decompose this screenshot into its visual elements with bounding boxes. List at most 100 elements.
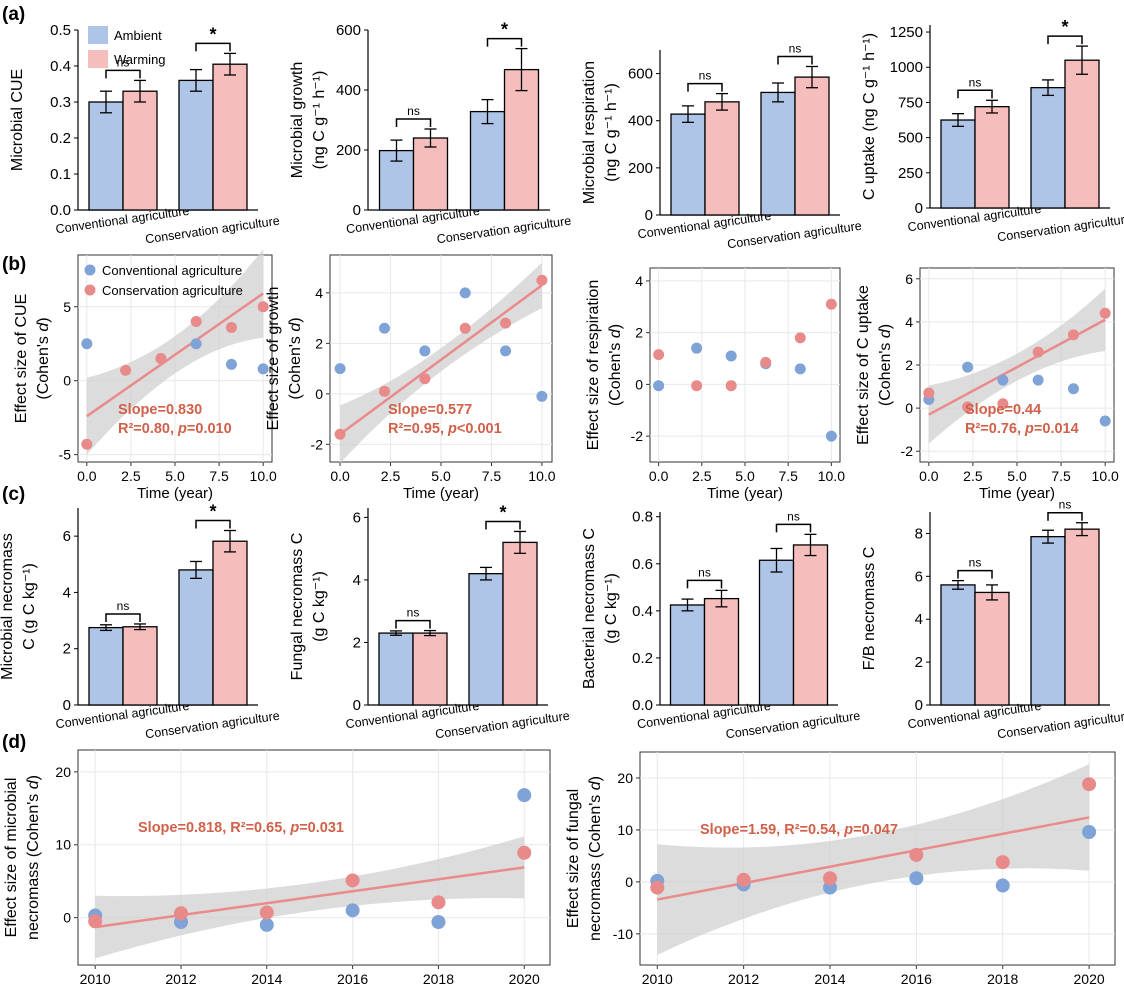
bar-ambient	[940, 119, 976, 209]
legend-label: Conservation agriculture	[102, 283, 243, 298]
panel-label-a: (a)	[2, 4, 25, 25]
significance-label: *	[501, 20, 508, 40]
fit-annotation: R²=0.95, p<0.001	[388, 421, 502, 437]
bar-ambient	[760, 91, 796, 216]
significance-label: *	[209, 502, 216, 522]
y-tick-label: 6	[905, 271, 913, 287]
y-tick-label: 0	[635, 376, 643, 392]
y-tick-label: -2	[311, 436, 324, 452]
y-axis-label: (g C kg⁻¹)	[603, 573, 620, 644]
y-tick-label: 1250	[890, 24, 923, 41]
bar-warming	[704, 101, 740, 216]
y-tick-label: 4	[915, 611, 923, 628]
confidence-band	[86, 249, 264, 455]
data-point-conservation	[923, 387, 935, 399]
y-tick-label: 200	[336, 142, 361, 159]
legend-marker	[84, 264, 96, 276]
bar-warming	[974, 105, 1010, 209]
significance-bracket	[686, 579, 723, 589]
significance-bracket	[1047, 35, 1083, 45]
y-axis-label: (ng C g⁻¹ h⁻¹)	[603, 83, 620, 182]
significance-label: ns	[117, 55, 130, 69]
x-tick-label: 10.0	[250, 468, 277, 484]
bar-warming	[703, 597, 740, 706]
x-tick-label: 2012	[165, 971, 196, 987]
data-point-conservation	[995, 855, 1010, 870]
x-tick-label: 2018	[423, 971, 454, 987]
y-axis-label: Effect size of C uptake	[855, 285, 872, 445]
data-point-conventional	[725, 350, 737, 362]
y-tick-label: -10	[613, 926, 633, 942]
y-tick-label: 200	[628, 160, 653, 177]
bar-warming	[1064, 528, 1100, 706]
x-tick-label: 5.0	[735, 468, 755, 484]
significance-bracket	[1047, 511, 1083, 521]
data-point-conservation	[345, 873, 360, 888]
y-tick-label: 2	[635, 325, 643, 341]
significance-bracket	[195, 42, 231, 52]
panel-label-d: (d)	[2, 732, 26, 753]
data-point-conservation	[257, 301, 269, 313]
y-tick-label: 0.0	[50, 202, 71, 219]
y-axis-label: (Cohen's d)	[287, 317, 304, 399]
bar-ambient	[758, 559, 795, 706]
data-point-conservation	[259, 905, 274, 920]
data-point-conventional	[517, 788, 532, 803]
x-tick-label: 0.0	[649, 468, 669, 484]
y-tick-label: 4	[353, 572, 361, 589]
legend-marker	[84, 284, 96, 296]
y-axis-label: Effect size of growth	[265, 287, 282, 431]
y-axis-label: Microbial CUE	[9, 69, 26, 171]
legend-label: Conventional agriculture	[102, 263, 242, 278]
data-point-conservation	[155, 353, 167, 364]
y-tick-label: 750	[898, 94, 923, 111]
y-tick-label: 10	[55, 837, 71, 853]
significance-bracket	[105, 613, 141, 622]
y-tick-label: 400	[628, 113, 653, 130]
y-tick-label: 0	[915, 200, 923, 217]
y-tick-label: 4	[635, 273, 643, 289]
fit-annotation: Slope=0.830	[118, 402, 202, 418]
data-point-conventional	[825, 430, 837, 442]
data-point-conservation	[962, 401, 974, 413]
bar-ambient	[378, 632, 414, 706]
y-tick-label: 0	[315, 386, 323, 402]
y-tick-label: 600	[628, 66, 653, 83]
y-axis-label: Effect size of microbial	[3, 778, 20, 938]
significance-label: ns	[787, 509, 800, 523]
x-tick-label: 10.0	[528, 468, 555, 484]
bar-warming	[122, 90, 158, 211]
x-tick-label: 7.5	[778, 468, 798, 484]
y-tick-label: 5	[63, 299, 71, 315]
data-point-conservation	[173, 906, 188, 921]
x-axis-label: Time (year)	[403, 485, 479, 502]
significance-label: ns	[969, 556, 982, 570]
significance-bracket	[195, 519, 231, 529]
x-tick-label: 7.5	[209, 468, 229, 484]
data-point-conservation	[736, 872, 751, 887]
chart-b3: 0.0 2.5 5.0 7.5 10.0 -2 0 2 4 Time (year) Effect s…	[585, 267, 845, 502]
significance-bracket	[775, 523, 812, 533]
x-tick-label: 10.0	[1092, 468, 1119, 484]
data-point-conservation	[823, 871, 837, 886]
chart-d1: 2010 2012 2014 2016 2018 2020 0 10 20 Slope=0.818…	[3, 749, 551, 987]
y-tick-label: 0.4	[632, 603, 653, 620]
data-point-conventional	[653, 380, 665, 392]
x-tick-label: 10.0	[818, 468, 845, 484]
x-tick-label: 2018	[987, 971, 1018, 987]
data-point-conventional	[459, 287, 471, 299]
y-axis-label: Fungal necromass C	[289, 533, 306, 681]
bar-warming	[792, 544, 829, 706]
y-tick-label: 10	[617, 822, 633, 838]
y-tick-label: -2	[901, 443, 914, 459]
data-point-conservation	[190, 316, 202, 328]
data-point-conservation	[225, 321, 237, 333]
panel-label-c: (c)	[2, 484, 25, 505]
fit-annotation: R²=0.80, p=0.010	[118, 421, 232, 437]
significance-label: *	[499, 502, 506, 522]
significance-label: *	[209, 24, 216, 44]
